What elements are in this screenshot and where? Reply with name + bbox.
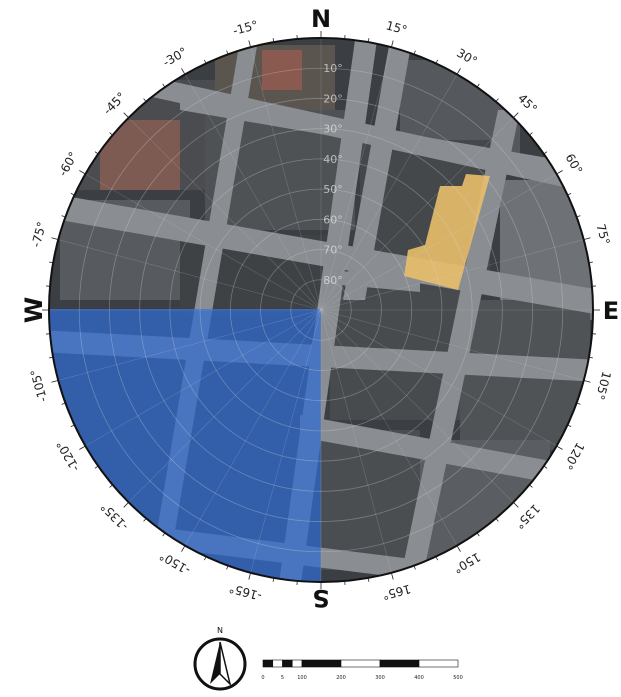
bearing-tick <box>457 546 461 552</box>
bearing-tick <box>557 171 563 175</box>
bearing-label: 150° <box>451 550 483 577</box>
cardinal-north: N <box>311 5 331 33</box>
scale-label: 0 <box>261 675 264 681</box>
bearing-tick <box>249 573 251 580</box>
north-arrow-label: N <box>217 626 223 635</box>
bearing-label: -165° <box>228 581 264 603</box>
north-arrow-icon: N <box>195 626 245 689</box>
bearing-tick <box>52 238 59 240</box>
bearing-tick <box>182 546 186 552</box>
bearing-label: 30° <box>454 46 479 69</box>
bearing-tick <box>124 502 129 507</box>
bearing-label: -30° <box>160 45 189 70</box>
bearing-tick <box>182 68 186 74</box>
bearing-tick <box>110 485 113 488</box>
bearing-tick <box>124 113 129 118</box>
bearing-label: -120° <box>54 438 83 474</box>
altitude-label: 40° <box>323 153 343 166</box>
altitude-label: 80° <box>323 274 343 287</box>
blue-sector <box>40 309 321 600</box>
bearing-tick <box>496 99 499 102</box>
scale-segment <box>302 660 341 667</box>
scale-segment <box>292 660 302 667</box>
bearing-label: 45° <box>515 91 540 116</box>
bearing-tick <box>513 113 518 118</box>
bearing-tick <box>163 533 165 536</box>
bearing-label: 75° <box>594 222 613 246</box>
bearing-tick <box>79 446 85 450</box>
altitude-label: 60° <box>323 213 343 226</box>
scale-segment <box>419 660 458 667</box>
bearing-tick <box>249 41 251 48</box>
bearing-label: -60° <box>56 149 81 178</box>
bearing-tick <box>529 133 532 136</box>
scale-segment <box>273 660 283 667</box>
bearing-tick <box>110 133 113 136</box>
scale-label: 500 <box>453 675 463 681</box>
bearing-tick <box>144 99 147 102</box>
bearing-label: 165° <box>381 582 413 603</box>
bearing-tick <box>391 41 393 48</box>
bearing-tick <box>477 533 479 536</box>
scale-segment <box>283 660 293 667</box>
scale-segment <box>380 660 419 667</box>
scale-label: 400 <box>414 675 424 681</box>
bearing-tick <box>477 84 479 87</box>
bearing-tick <box>529 485 532 488</box>
scale-segment <box>341 660 380 667</box>
bearing-tick <box>557 446 563 450</box>
cardinal-south: S <box>312 584 329 612</box>
bearing-radials <box>49 38 593 582</box>
bearing-tick <box>544 466 547 468</box>
bearing-tick <box>79 171 85 175</box>
bearing-label: -75° <box>29 220 49 248</box>
bearing-tick <box>584 380 591 382</box>
altitude-label: 50° <box>323 183 343 196</box>
bearing-tick <box>513 502 518 507</box>
bearing-label: -15° <box>231 18 259 38</box>
altitude-label: 70° <box>323 244 343 257</box>
altitude-label: 10° <box>323 62 343 75</box>
cardinal-west: W <box>20 297 48 323</box>
bearing-tick <box>391 573 393 580</box>
scale-segment <box>263 660 273 667</box>
bearing-tick <box>95 466 98 468</box>
scale-label: 200 <box>336 675 346 681</box>
bearing-label: 60° <box>562 151 585 176</box>
scale-label: 300 <box>375 675 385 681</box>
scale-label: 5 <box>281 675 284 681</box>
building-block <box>100 120 180 190</box>
bearing-label: 15° <box>384 18 408 37</box>
bearing-tick <box>457 68 461 74</box>
bearing-tick <box>144 518 147 521</box>
bearing-tick <box>52 380 59 382</box>
scale-bar: 0 5 100 200 300 400 500 <box>261 660 462 681</box>
bearing-label: -150° <box>157 549 193 578</box>
bearing-tick <box>163 84 165 87</box>
building-block <box>262 50 302 90</box>
bearing-tick <box>584 238 591 240</box>
altitude-label: 20° <box>323 92 343 105</box>
bearing-label: 105° <box>593 370 614 402</box>
bearing-label: -105° <box>28 368 50 404</box>
cardinal-east: E <box>603 297 619 325</box>
bearing-tick <box>95 152 98 154</box>
altitude-label: 30° <box>323 123 343 136</box>
bearing-tick <box>496 518 499 521</box>
scale-label: 100 <box>297 675 307 681</box>
bearing-label: 120° <box>561 440 588 472</box>
bearing-tick <box>544 152 547 154</box>
